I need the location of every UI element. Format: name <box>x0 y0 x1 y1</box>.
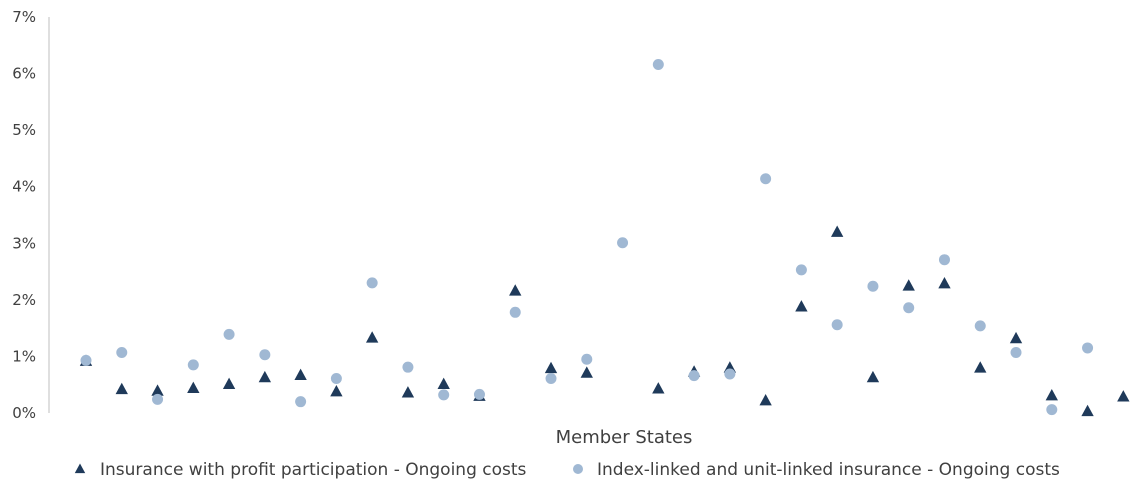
data-point-circle <box>617 237 629 249</box>
data-point-triangle <box>437 377 450 390</box>
x-axis-title: Member States <box>556 427 693 448</box>
data-point-triangle <box>258 370 272 383</box>
data-point-triangle <box>365 331 379 343</box>
data-point-triangle <box>187 381 200 393</box>
data-point-triangle <box>151 384 164 396</box>
series-1 <box>79 225 1130 417</box>
data-point-circle <box>473 388 485 400</box>
data-point-triangle <box>115 382 128 395</box>
data-point-circle <box>259 349 271 361</box>
data-point-triangle <box>401 386 415 398</box>
data-point-circle <box>509 306 521 318</box>
y-tick-label: 6% <box>12 65 36 83</box>
data-point-circle <box>545 372 557 384</box>
y-tick-label: 1% <box>12 347 36 365</box>
data-point-triangle <box>330 385 343 397</box>
data-point-triangle <box>652 382 665 394</box>
y-tick-label: 3% <box>12 234 36 252</box>
data-point-circle <box>724 368 736 380</box>
y-tick-label: 5% <box>12 121 36 139</box>
data-point-circle <box>187 359 199 371</box>
data-point-circle <box>867 280 879 292</box>
y-tick-label: 0% <box>12 404 36 422</box>
data-point-triangle <box>294 368 307 380</box>
data-point-circle <box>938 254 950 266</box>
data-point-circle <box>366 277 378 289</box>
data-point-circle <box>330 372 342 384</box>
y-tick-label: 7% <box>12 8 36 26</box>
data-point-circle <box>1046 404 1058 416</box>
data-point-circle <box>974 320 986 332</box>
data-point-circle <box>903 302 915 314</box>
data-point-triangle <box>759 394 772 406</box>
data-point-circle <box>652 59 664 71</box>
data-point-circle <box>80 354 92 366</box>
legend-label: Index-linked and unit-linked insurance -… <box>597 460 1060 480</box>
data-point-triangle <box>1081 404 1094 417</box>
data-point-triangle <box>938 276 951 289</box>
data-point-triangle <box>866 370 880 383</box>
data-point-circle <box>688 370 700 382</box>
data-points <box>79 59 1130 417</box>
data-point-circle <box>760 173 772 185</box>
y-tick-label: 2% <box>12 291 36 309</box>
y-tick-label: 4% <box>12 178 36 196</box>
data-point-circle <box>116 346 128 358</box>
data-point-triangle <box>1045 388 1058 401</box>
data-point-circle <box>402 361 414 373</box>
legend-label: Insurance with profit participation - On… <box>100 460 527 480</box>
data-point-circle <box>152 393 164 405</box>
data-point-circle <box>1082 342 1094 354</box>
data-point-triangle <box>902 279 915 291</box>
data-point-triangle <box>580 366 593 378</box>
data-point-triangle <box>974 361 987 373</box>
data-point-triangle <box>1117 390 1130 402</box>
legend: Insurance with profit participation - On… <box>74 460 1060 480</box>
data-point-circle <box>795 264 807 276</box>
data-point-circle <box>1010 346 1022 358</box>
data-point-triangle <box>509 284 522 296</box>
data-point-circle <box>438 389 450 401</box>
data-point-circle <box>831 319 843 331</box>
data-point-circle <box>223 328 235 340</box>
data-point-circle <box>581 353 593 365</box>
data-point-circle <box>295 396 307 408</box>
series-2 <box>80 59 1094 416</box>
data-point-triangle <box>222 377 236 390</box>
y-tick-labels: 0% 1% 2% 3% 4% 5% 6% 7% <box>12 8 36 422</box>
data-point-triangle <box>544 361 558 374</box>
legend-circle-icon <box>573 464 583 474</box>
data-point-triangle <box>830 225 844 237</box>
legend-triangle-icon <box>74 463 86 474</box>
data-point-triangle <box>795 300 808 312</box>
data-point-triangle <box>1009 331 1023 344</box>
